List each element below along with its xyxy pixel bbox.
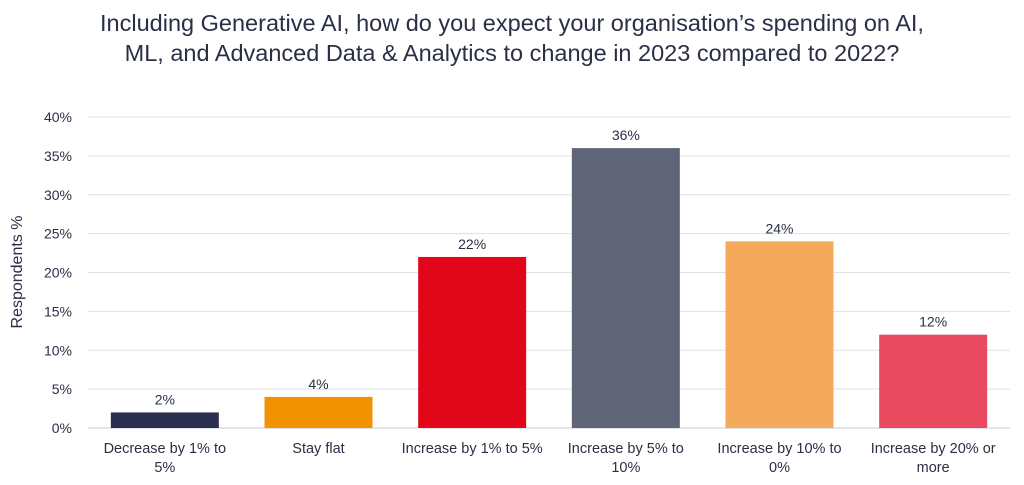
category-label-line: Decrease by 1% to	[104, 441, 227, 457]
data-label: 4%	[308, 376, 328, 392]
category-label: Decrease by 1% to 5%	[104, 441, 227, 476]
data-label: 24%	[765, 220, 793, 236]
data-labels: 2% 4% 22% 36% 24% 12%	[155, 127, 947, 407]
chart-title: Including Generative AI, how do you expe…	[100, 10, 924, 66]
category-label-line: 5%	[154, 460, 175, 476]
category-label: Increase by 1% to 5%	[402, 441, 543, 457]
y-axis-ticks: 0% 5% 10% 15% 20% 25% 30% 35% 40%	[44, 109, 72, 436]
bar	[418, 256, 527, 428]
x-axis-categories: Decrease by 1% to 5% Stay flat Increase by …	[104, 441, 996, 476]
y-tick-label: 35%	[44, 148, 72, 164]
category-label: Stay flat	[292, 441, 344, 457]
category-label-line: Increase by 10% to	[717, 441, 841, 457]
data-label: 22%	[458, 236, 486, 252]
bar	[110, 412, 219, 428]
y-tick-label: 30%	[44, 187, 72, 203]
category-label-line: 10%	[611, 460, 640, 476]
y-tick-label: 5%	[52, 381, 72, 397]
category-label-line: Increase by 1% to 5%	[402, 441, 543, 457]
category-label-line: more	[917, 460, 950, 476]
y-tick-label: 15%	[44, 303, 72, 319]
data-label: 36%	[612, 127, 640, 143]
category-label-line: Increase by 5% to	[568, 441, 684, 457]
bar	[879, 334, 988, 428]
y-tick-label: 40%	[44, 109, 72, 125]
bar	[264, 396, 373, 428]
category-label-line: Stay flat	[292, 441, 344, 457]
bar	[571, 148, 680, 428]
category-label: Increase by 20% or more	[871, 441, 996, 476]
bars	[110, 148, 988, 428]
category-label-line: Increase by 20% or	[871, 441, 996, 457]
y-tick-label: 25%	[44, 226, 72, 242]
gridlines	[88, 116, 1010, 429]
y-tick-label: 0%	[52, 420, 72, 436]
category-label-line: 0%	[769, 460, 790, 476]
y-tick-label: 10%	[44, 342, 72, 358]
y-axis-title: Respondents %	[9, 216, 26, 329]
category-label: Increase by 5% to 10%	[568, 441, 684, 476]
data-label: 2%	[155, 391, 175, 407]
data-label: 12%	[919, 314, 947, 330]
bar	[725, 241, 834, 428]
category-label: Increase by 10% to 0%	[717, 441, 841, 476]
y-tick-label: 20%	[44, 265, 72, 281]
